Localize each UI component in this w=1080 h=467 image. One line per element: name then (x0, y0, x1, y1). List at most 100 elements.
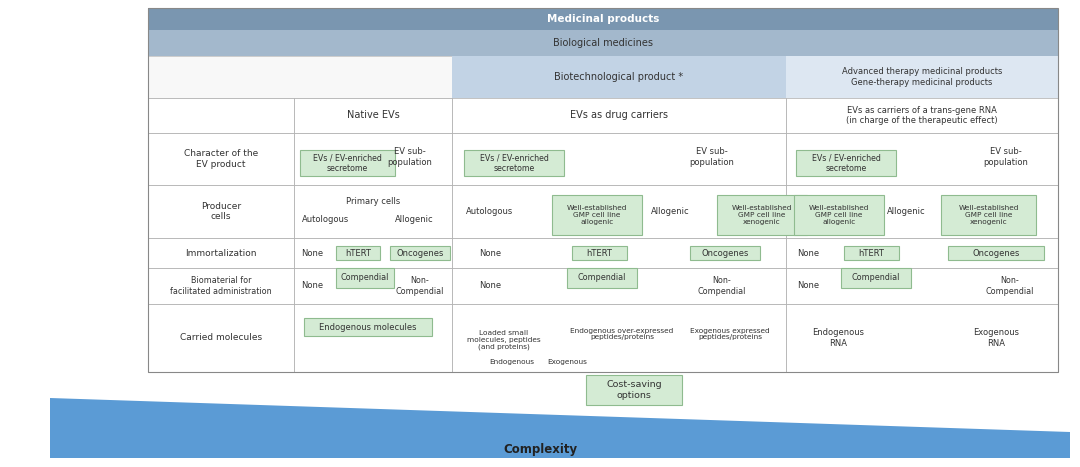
Bar (148, 268, 294, 304)
Bar (294, 133, 453, 185)
Text: Allogenic: Allogenic (650, 207, 689, 216)
Text: Compendial: Compendial (341, 274, 389, 283)
Text: Compendial: Compendial (852, 274, 901, 283)
Bar (148, 185, 294, 238)
Text: Oncogenes: Oncogenes (396, 248, 444, 257)
Text: Medicinal products: Medicinal products (546, 14, 659, 24)
Bar (390, 246, 450, 260)
Bar (786, 98, 1058, 133)
Text: None: None (478, 248, 501, 257)
Bar (148, 8, 1058, 372)
Text: Exogenous: Exogenous (548, 359, 586, 365)
Bar (148, 304, 294, 372)
Text: Endogenous molecules: Endogenous molecules (320, 323, 417, 332)
Text: hTERT: hTERT (586, 248, 612, 257)
Text: Well-established
GMP cell line
allogenic: Well-established GMP cell line allogenic (567, 205, 627, 225)
Bar (294, 304, 453, 372)
Text: Carried molecules: Carried molecules (180, 333, 262, 342)
Bar (453, 238, 786, 268)
Bar (586, 375, 681, 405)
Text: Advanced therapy medicinal products
Gene-therapy medicinal products: Advanced therapy medicinal products Gene… (841, 67, 1002, 87)
Text: None: None (301, 282, 323, 290)
Text: Compendial: Compendial (578, 274, 626, 283)
Bar (148, 56, 453, 98)
Bar (453, 98, 786, 133)
Text: Character of the
EV product: Character of the EV product (184, 149, 258, 169)
Bar (786, 304, 1058, 372)
Text: Immortalization: Immortalization (186, 248, 257, 257)
Text: None: None (797, 248, 819, 257)
Bar (453, 133, 786, 185)
Bar (572, 246, 627, 260)
Bar (453, 268, 786, 304)
Bar (786, 133, 1058, 185)
Text: Oncogenes: Oncogenes (701, 248, 748, 257)
Bar (453, 304, 786, 372)
Bar (300, 150, 395, 176)
Bar (294, 98, 453, 133)
Text: EV sub-
population: EV sub- population (689, 147, 734, 167)
Text: None: None (301, 248, 323, 257)
Bar (552, 195, 642, 235)
Text: Autologous: Autologous (467, 207, 514, 216)
Bar (717, 195, 807, 235)
Bar (941, 195, 1036, 235)
Text: Endogenous
RNA: Endogenous RNA (812, 328, 864, 348)
Text: Well-established
GMP cell line
xenogenic: Well-established GMP cell line xenogenic (732, 205, 793, 225)
Text: Well-established
GMP cell line
allogenic: Well-established GMP cell line allogenic (809, 205, 869, 225)
Text: Allogenic: Allogenic (887, 207, 926, 216)
Bar (148, 98, 294, 133)
Bar (336, 246, 380, 260)
Bar (294, 238, 453, 268)
Text: EV sub-
population: EV sub- population (388, 147, 432, 167)
Text: None: None (797, 282, 819, 290)
Text: Exogenous
RNA: Exogenous RNA (973, 328, 1020, 348)
Bar (786, 238, 1058, 268)
Text: Biomaterial for
facilitated administration: Biomaterial for facilitated administrati… (171, 276, 272, 296)
Text: EVs / EV-enriched
secretome: EVs / EV-enriched secretome (811, 153, 880, 173)
Bar (148, 30, 1058, 56)
Text: Endogenous: Endogenous (489, 359, 535, 365)
Bar (794, 195, 885, 235)
Bar (786, 268, 1058, 304)
Text: None: None (478, 282, 501, 290)
Text: Well-established
GMP cell line
xenogenic: Well-established GMP cell line xenogenic (958, 205, 1018, 225)
Bar (336, 268, 394, 288)
Text: EV sub-
population: EV sub- population (984, 147, 1028, 167)
Text: Complexity: Complexity (503, 444, 577, 457)
Text: Non-
Compendial: Non- Compendial (698, 276, 746, 296)
Bar (786, 56, 1058, 98)
Text: Biological medicines: Biological medicines (553, 38, 653, 48)
Bar (796, 150, 896, 176)
Bar (567, 268, 637, 288)
Text: hTERT: hTERT (346, 248, 370, 257)
Text: Autologous: Autologous (302, 215, 350, 225)
Bar (843, 246, 899, 260)
Bar (148, 8, 1058, 30)
Bar (148, 238, 294, 268)
Bar (841, 268, 912, 288)
Polygon shape (50, 398, 1070, 458)
Text: EVs / EV-enriched
secretome: EVs / EV-enriched secretome (480, 153, 549, 173)
Text: Loaded small
molecules, peptides
(and proteins): Loaded small molecules, peptides (and pr… (468, 330, 541, 350)
Bar (453, 185, 786, 238)
Bar (453, 56, 786, 98)
Bar (294, 185, 453, 238)
Text: Oncogenes: Oncogenes (972, 248, 1020, 257)
Text: Exogenous expressed
peptides/proteins: Exogenous expressed peptides/proteins (690, 327, 770, 340)
Bar (464, 150, 564, 176)
Text: EVs / EV-enriched
secretome: EVs / EV-enriched secretome (313, 153, 382, 173)
Text: Primary cells: Primary cells (346, 197, 400, 205)
Text: Non-
Compendial: Non- Compendial (395, 276, 444, 296)
Text: EVs as carriers of a trans-gene RNA
(in charge of the therapeutic effect): EVs as carriers of a trans-gene RNA (in … (847, 106, 998, 125)
Text: EVs as drug carriers: EVs as drug carriers (570, 111, 669, 120)
Text: Non-
Compendial: Non- Compendial (986, 276, 1035, 296)
Text: Producer
cells: Producer cells (201, 202, 241, 221)
Text: Cost-saving
options: Cost-saving options (606, 380, 662, 400)
Text: hTERT: hTERT (859, 248, 885, 257)
Bar (690, 246, 760, 260)
Bar (786, 185, 1058, 238)
Text: Biotechnological product *: Biotechnological product * (554, 72, 684, 82)
Bar (294, 268, 453, 304)
Text: Endogenous over-expressed
peptides/proteins: Endogenous over-expressed peptides/prote… (570, 327, 674, 340)
